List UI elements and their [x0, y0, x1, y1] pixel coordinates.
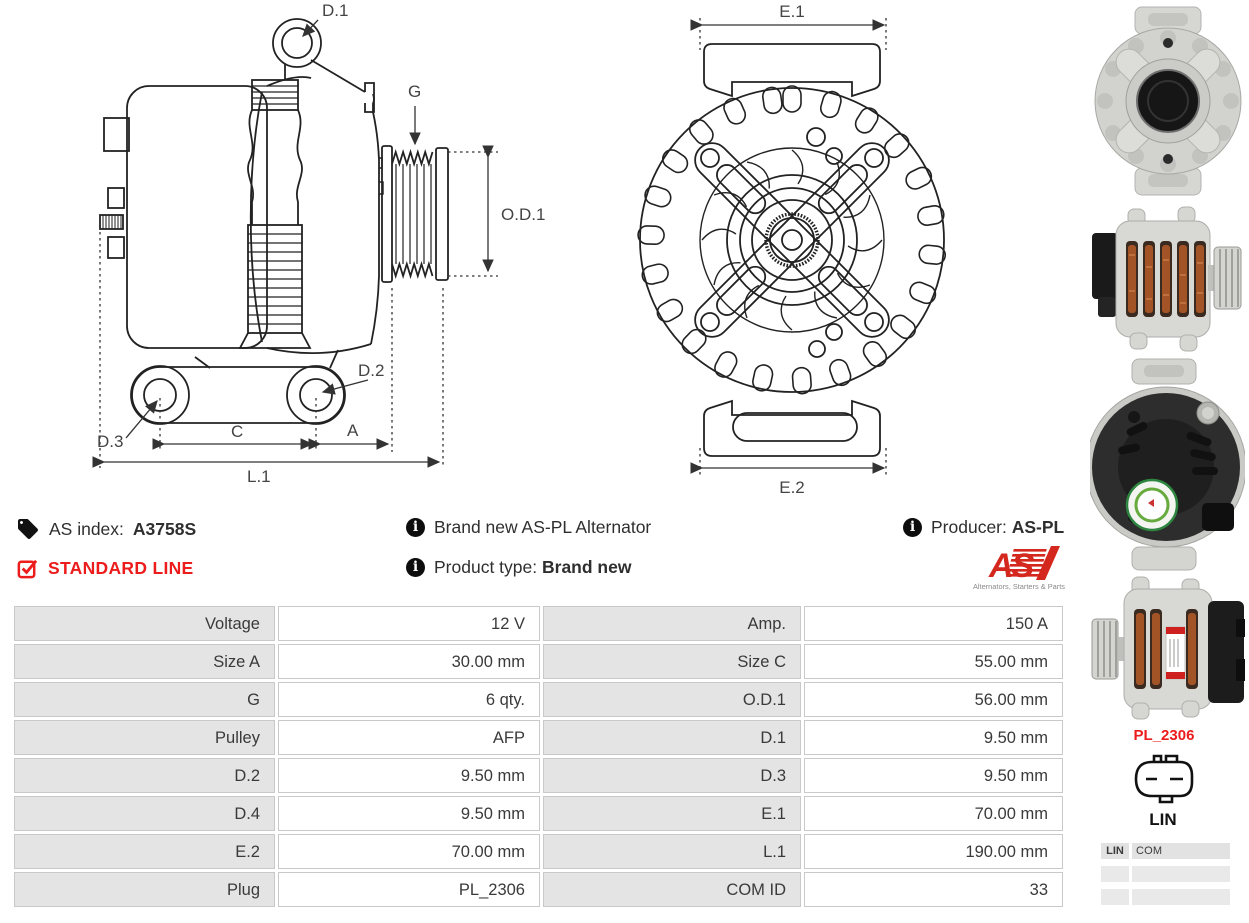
dim-label-d1: D.1	[322, 1, 348, 20]
spec-value-cell: 9.50 mm	[804, 758, 1063, 793]
com-communication-table: LIN COM Communication	[1101, 843, 1230, 905]
comm-cell	[1132, 889, 1230, 905]
terminal-block	[107, 187, 125, 209]
as-pl-logo: AS Alternators, Starters & Parts	[973, 546, 1065, 591]
tag-icon	[18, 519, 38, 539]
mounting-ear-hole	[272, 18, 322, 68]
spec-value-cell: 55.00 mm	[804, 644, 1063, 679]
comm-cell	[1132, 866, 1230, 882]
alternator-side-photo[interactable]	[1090, 205, 1245, 353]
info-icon: i	[406, 558, 425, 577]
spec-label-cell: Voltage	[14, 606, 275, 641]
spec-label-cell: Size C	[543, 644, 801, 679]
dim-label-e2: E.2	[779, 478, 805, 497]
terminal-block	[107, 236, 125, 259]
spec-value-cell: 150 A	[804, 606, 1063, 641]
spec-label-cell: O.D.1	[543, 682, 801, 717]
as-index-value: A3758S	[132, 518, 197, 539]
as-index-row: AS index: A3758S	[16, 517, 196, 541]
plug-name: PL_2306	[1133, 727, 1195, 744]
spec-label-cell: D.1	[543, 720, 801, 755]
brand-new-row: i Brand new AS-PL Alternator	[406, 517, 651, 538]
spec-value-cell: 12 V	[278, 606, 540, 641]
dim-label-c: C	[231, 422, 243, 441]
comm-cell: LIN	[1101, 843, 1129, 859]
dim-label-g: G	[408, 82, 421, 101]
plug-pin-label: LIN	[1149, 810, 1177, 829]
spec-value-cell: 6 qty.	[278, 682, 540, 717]
dim-label-d2: D.2	[358, 361, 384, 380]
spec-label-cell: D.2	[14, 758, 275, 793]
fan-blades	[699, 147, 885, 333]
comm-cell	[1101, 889, 1129, 905]
cross-arm	[694, 142, 890, 338]
spec-value-cell: 30.00 mm	[278, 644, 540, 679]
pulley	[381, 145, 449, 283]
spec-value-cell: 9.50 mm	[804, 720, 1063, 755]
as-index-label: AS index:	[49, 518, 124, 539]
spec-label-cell: COM ID	[543, 872, 801, 907]
producer-label: Producer:	[931, 517, 1007, 537]
spec-label-cell: Size A	[14, 644, 275, 679]
spec-label-cell: Plug	[14, 872, 275, 907]
product-type-label: Product type:	[434, 557, 538, 577]
front-view-technical-drawing: E.1 E.2	[636, 2, 947, 497]
terminal-block	[103, 117, 130, 152]
plug-connector-diagram	[1134, 754, 1194, 804]
logo-tagline: Alternators, Starters & Parts	[973, 582, 1065, 591]
spec-value-cell: 70.00 mm	[278, 834, 540, 869]
side-view-technical-drawing: D.1 G O.D.1 D.2 D.3 C A L.1	[92, 1, 545, 486]
product-type-value: Brand new	[542, 557, 632, 577]
spec-value-cell: PL_2306	[278, 872, 540, 907]
comm-cell: COM Communication	[1132, 843, 1230, 859]
standard-line-badge: STANDARD LINE	[48, 558, 194, 578]
dim-label-l1: L.1	[247, 467, 271, 486]
spec-label-cell: E.1	[543, 796, 801, 831]
mounting-lugs	[130, 349, 346, 425]
front-housing	[266, 76, 312, 87]
spec-value-cell: 9.50 mm	[278, 796, 540, 831]
bottom-bracket	[703, 399, 881, 457]
dim-label-a: A	[347, 421, 359, 440]
spec-table: Voltage 12 V Amp. 150 A Size A 30.00 mm …	[14, 606, 1063, 907]
top-bracket	[703, 43, 881, 98]
spec-value-cell: 70.00 mm	[804, 796, 1063, 831]
producer-row: i Producer: AS-PL	[903, 517, 1064, 538]
rear-cover	[126, 85, 268, 349]
spec-value-cell: 33	[804, 872, 1063, 907]
alternator-side-plug-photo[interactable]	[1090, 575, 1245, 723]
spec-label-cell: G	[14, 682, 275, 717]
info-icon: i	[406, 518, 425, 537]
spec-label-cell: Amp.	[543, 606, 801, 641]
cooling-fins	[238, 79, 312, 349]
alternator-front-photo[interactable]	[1090, 5, 1245, 197]
spec-value-cell: 56.00 mm	[804, 682, 1063, 717]
shaft-hub	[726, 174, 858, 306]
spec-value-cell: AFP	[278, 720, 540, 755]
spec-value-cell: 9.50 mm	[278, 758, 540, 793]
dim-label-e1: E.1	[779, 2, 805, 21]
spec-label-cell: E.2	[14, 834, 275, 869]
spec-label-cell: Pulley	[14, 720, 275, 755]
dim-label-od1: O.D.1	[501, 205, 545, 224]
comm-cell	[1101, 866, 1129, 882]
spec-label-cell: D.4	[14, 796, 275, 831]
spec-label-cell: L.1	[543, 834, 801, 869]
info-icon: i	[903, 518, 922, 537]
standard-line-row: STANDARD LINE	[16, 557, 194, 580]
brand-new-text: Brand new AS-PL Alternator	[434, 517, 652, 537]
product-type-row: i Product type: Brand new	[406, 557, 631, 578]
spec-label-cell: D.3	[543, 758, 801, 793]
spec-value-cell: 190.00 mm	[804, 834, 1063, 869]
producer-value: AS-PL	[1011, 517, 1065, 537]
checked-checkbox-icon	[17, 559, 38, 579]
alternator-rear-photo[interactable]	[1090, 355, 1245, 575]
dim-label-d3: D.3	[97, 432, 123, 451]
